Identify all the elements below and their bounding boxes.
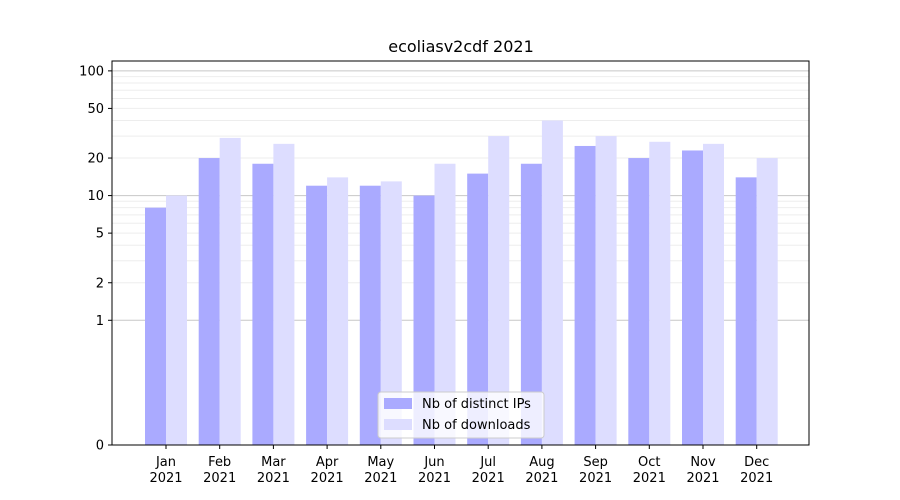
- y-axis: 0 1 2 5 10 20 50 100: [79, 64, 112, 454]
- x-tick-label-month: Apr: [316, 455, 339, 470]
- y-tick-label: 50: [87, 102, 104, 117]
- bar-distinct-ips-feb: [198, 158, 220, 445]
- bar-downloads-jan: [166, 195, 187, 445]
- legend-swatch-downloads: [384, 419, 412, 430]
- x-tick-label-year: 2021: [740, 471, 773, 486]
- bar-downloads-nov: [703, 143, 724, 446]
- bar-distinct-ips-sep: [574, 145, 596, 446]
- x-axis: Jan2021Feb2021Mar2021Apr2021May2021Jun20…: [149, 445, 773, 486]
- bar-downloads-apr: [327, 177, 349, 445]
- x-tick-label-month: Sep: [583, 455, 608, 470]
- x-tick-label-year: 2021: [418, 471, 451, 486]
- x-tick-label-year: 2021: [633, 471, 666, 486]
- bar-distinct-ips-apr: [306, 185, 328, 445]
- x-tick-label-month: Oct: [638, 455, 660, 470]
- y-tick-label: 10: [87, 189, 104, 204]
- x-tick-label-month: Jun: [423, 455, 444, 470]
- x-tick-label-month: Feb: [208, 455, 231, 470]
- x-tick-label-year: 2021: [203, 471, 236, 486]
- x-tick-label-year: 2021: [257, 471, 290, 486]
- x-tick-label-month: May: [367, 455, 394, 470]
- bar-distinct-ips-jan: [145, 207, 166, 445]
- bar-downloads-jul: [488, 136, 510, 446]
- bar-distinct-ips-jul: [467, 173, 489, 445]
- x-tick-label-month: Mar: [261, 455, 286, 470]
- bar-downloads-sep: [595, 136, 617, 446]
- bars: [145, 120, 778, 446]
- x-tick-label-year: 2021: [364, 471, 397, 486]
- bar-distinct-ips-jun: [413, 195, 435, 445]
- bar-downloads-aug: [541, 120, 563, 445]
- x-tick-label-year: 2021: [472, 471, 505, 486]
- bar-downloads-jun: [434, 163, 456, 445]
- x-tick-label-month: Jan: [155, 455, 176, 470]
- bar-distinct-ips-mar: [252, 163, 274, 445]
- y-tick-label: 1: [96, 314, 104, 329]
- x-tick-label-month: Nov: [690, 455, 716, 470]
- bar-distinct-ips-nov: [682, 150, 703, 445]
- x-tick-label-year: 2021: [525, 471, 558, 486]
- y-tick-label: 0: [96, 439, 104, 454]
- x-tick-label-year: 2021: [686, 471, 719, 486]
- y-tick-label: 20: [87, 152, 104, 167]
- x-tick-label-year: 2021: [149, 471, 182, 486]
- x-tick-label-year: 2021: [579, 471, 612, 486]
- legend-swatch-distinct-ips: [384, 398, 412, 409]
- x-tick-label-year: 2021: [311, 471, 344, 486]
- x-tick-label-month: Jul: [479, 455, 496, 470]
- bar-distinct-ips-may: [359, 185, 381, 445]
- bar-distinct-ips-aug: [520, 163, 542, 445]
- x-tick-label-month: Dec: [744, 455, 769, 470]
- plot-frame: [111, 60, 810, 446]
- x-tick-label-month: Aug: [529, 455, 554, 470]
- legend-label-distinct-ips: Nb of distinct IPs: [422, 397, 531, 412]
- y-tick-label: 5: [96, 227, 104, 242]
- legend-label-downloads: Nb of downloads: [422, 418, 531, 433]
- legend-box: [377, 391, 545, 439]
- bar-distinct-ips-dec: [735, 177, 757, 445]
- bar-downloads-oct: [649, 141, 671, 445]
- chart-title: ecoliasv2cdf 2021: [388, 37, 534, 56]
- y-tick-label: 2: [96, 276, 104, 291]
- bar-downloads-may: [380, 181, 402, 445]
- y-tick-label: 100: [79, 64, 104, 79]
- bar-downloads-feb: [219, 137, 241, 446]
- legend: Nb of distinct IPs Nb of downloads: [377, 391, 545, 439]
- bar-downloads-mar: [273, 143, 295, 446]
- bar-distinct-ips-oct: [628, 158, 650, 445]
- bar-downloads-dec: [756, 158, 778, 445]
